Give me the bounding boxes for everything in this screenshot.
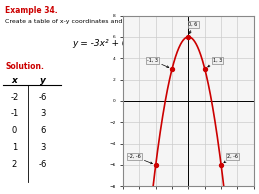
Text: Create a table of x-y coordinates and graph the function.: Create a table of x-y coordinates and gr…	[5, 19, 185, 24]
Text: -6: -6	[39, 160, 47, 169]
Text: -2: -2	[10, 93, 18, 101]
Text: 2, -6: 2, -6	[224, 154, 238, 163]
Text: 2: 2	[12, 160, 17, 169]
Text: x: x	[11, 76, 17, 85]
Text: 3: 3	[40, 143, 45, 152]
Text: -6: -6	[39, 93, 47, 101]
Point	[170, 67, 174, 70]
Text: y: y	[40, 76, 46, 85]
Point	[154, 163, 158, 166]
Text: y = -3x² + 0•x + 6: y = -3x² + 0•x + 6	[73, 39, 158, 48]
Text: 0: 0	[12, 126, 17, 135]
Text: -2, -6: -2, -6	[128, 154, 152, 164]
Text: Example 34.: Example 34.	[5, 6, 58, 15]
Text: -1: -1	[10, 109, 18, 118]
Text: 1: 1	[12, 143, 17, 152]
Text: 3: 3	[40, 109, 45, 118]
Point	[203, 67, 207, 70]
Point	[219, 163, 223, 166]
Text: 0, 6: 0, 6	[189, 22, 198, 34]
Text: 1, 3: 1, 3	[208, 58, 222, 67]
Text: -1, 3: -1, 3	[147, 58, 169, 68]
Point	[186, 35, 191, 38]
Text: Solution.: Solution.	[5, 62, 44, 71]
Text: 6: 6	[40, 126, 45, 135]
